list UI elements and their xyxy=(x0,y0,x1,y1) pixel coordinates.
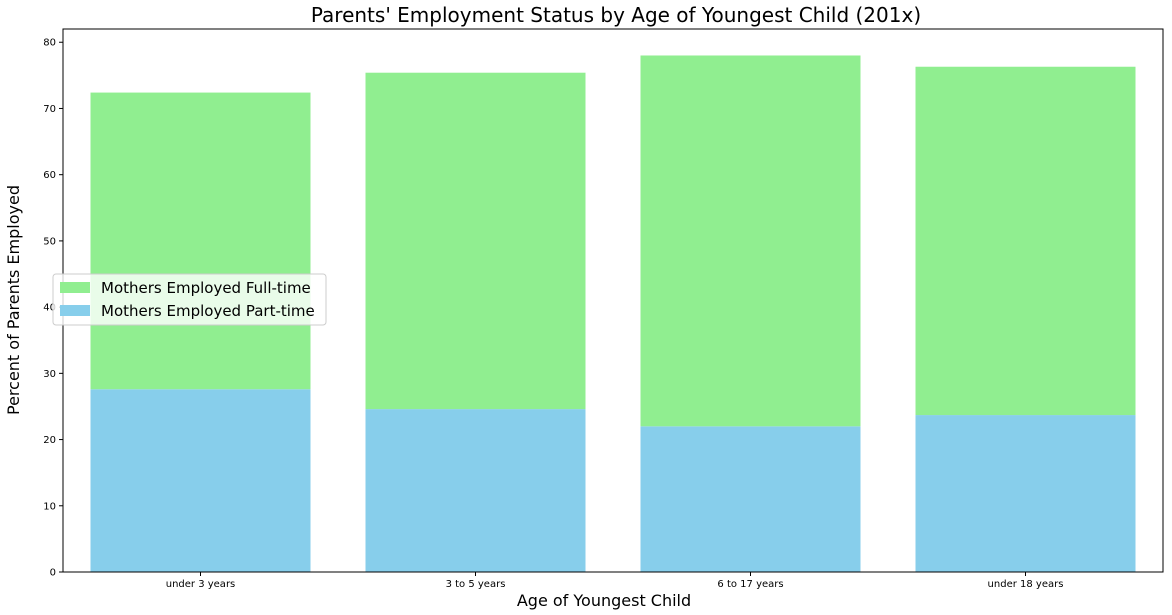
legend-box xyxy=(52,273,327,326)
chart-title: Parents' Employment Status by Age of You… xyxy=(311,3,921,27)
x-tick-label: 3 to 5 years xyxy=(446,579,506,590)
bar-part-time-3 xyxy=(915,415,1136,572)
bar-full-time-1 xyxy=(365,72,586,410)
y-axis: 0 10 20 30 40 50 60 70 80 xyxy=(43,38,63,579)
bars-layer xyxy=(90,55,1136,572)
x-axis: under 3 years 3 to 5 years 6 to 17 years un… xyxy=(166,572,1064,590)
y-tick-label: 40 xyxy=(43,303,56,314)
y-tick-label: 0 xyxy=(50,568,56,579)
bar-full-time-0 xyxy=(90,92,311,390)
x-tick-label: under 18 years xyxy=(988,579,1064,590)
x-tick-label: 6 to 17 years xyxy=(717,579,783,590)
legend-swatch-part-time xyxy=(60,305,90,316)
y-tick-label: 10 xyxy=(43,501,56,512)
bar-part-time-2 xyxy=(640,426,861,572)
y-tick-label: 20 xyxy=(43,435,56,446)
bar-part-time-0 xyxy=(90,389,311,572)
y-tick-label: 30 xyxy=(43,369,56,380)
y-axis-label: Percent of Parents Employed xyxy=(4,185,23,415)
x-axis-label: Age of Youngest Child xyxy=(517,591,691,610)
y-tick-label: 60 xyxy=(43,170,56,181)
legend-swatch-full-time xyxy=(60,282,90,293)
bar-part-time-1 xyxy=(365,409,586,572)
x-tick-label: under 3 years xyxy=(166,579,236,590)
bar-full-time-2 xyxy=(640,55,861,427)
bar-full-time-3 xyxy=(915,66,1136,416)
legend-label-part-time: Mothers Employed Part-time xyxy=(101,302,315,320)
y-tick-label: 70 xyxy=(43,104,56,115)
legend: Mothers Employed Full-time Mothers Emplo… xyxy=(52,273,327,326)
y-tick-label: 80 xyxy=(43,38,56,49)
y-tick-label: 50 xyxy=(43,236,56,247)
legend-label-full-time: Mothers Employed Full-time xyxy=(101,279,311,297)
